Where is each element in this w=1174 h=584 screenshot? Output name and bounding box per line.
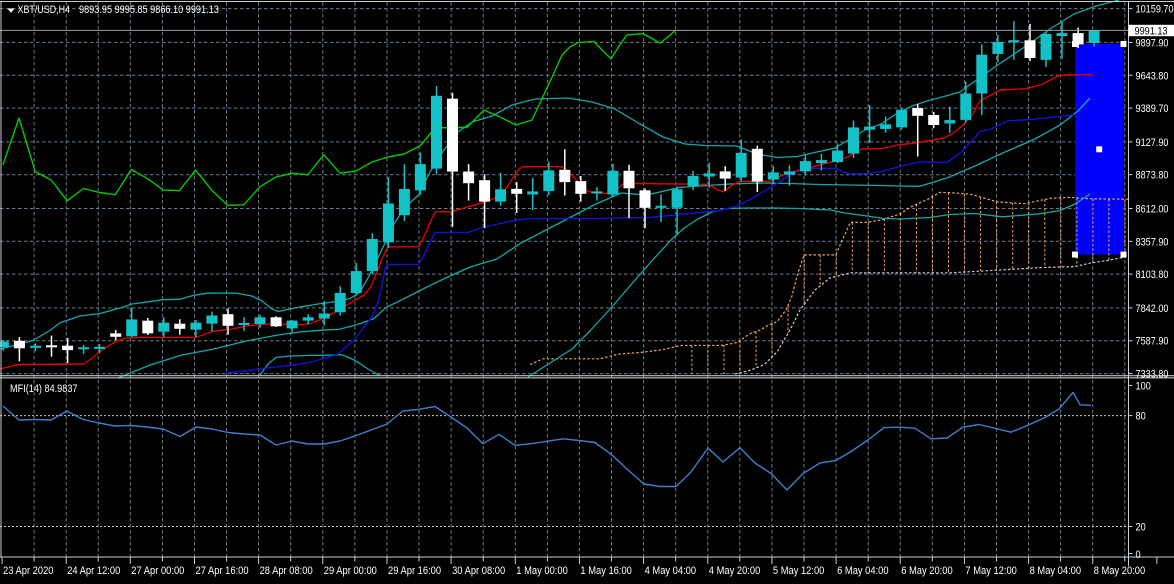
svg-text:5 May 12:00: 5 May 12:00 [773, 565, 825, 577]
svg-text:6 May 04:00: 6 May 04:00 [837, 565, 889, 577]
svg-text:9643.80: 9643.80 [1136, 70, 1169, 82]
svg-text:8103.80: 8103.80 [1136, 269, 1169, 281]
svg-text:30 Apr 08:00: 30 Apr 08:00 [452, 565, 505, 577]
svg-text:7333.80: 7333.80 [1136, 369, 1169, 381]
svg-text:0: 0 [1136, 549, 1141, 561]
svg-text:20: 20 [1136, 521, 1146, 533]
svg-text:8873.80: 8873.80 [1136, 170, 1169, 182]
svg-text:29 Apr 00:00: 29 Apr 00:00 [324, 565, 377, 577]
svg-text:29 Apr 16:00: 29 Apr 16:00 [388, 565, 441, 577]
svg-text:100: 100 [1136, 380, 1151, 392]
svg-text:80: 80 [1136, 411, 1146, 423]
svg-text:27 Apr 00:00: 27 Apr 00:00 [131, 565, 184, 577]
svg-text:XBT/USD,H4: XBT/USD,H4 [18, 4, 71, 16]
svg-text:1 May 16:00: 1 May 16:00 [580, 565, 632, 577]
svg-text:6 May 20:00: 6 May 20:00 [901, 565, 953, 577]
svg-text:4 May 04:00: 4 May 04:00 [645, 565, 697, 577]
svg-text:7 May 12:00: 7 May 12:00 [965, 565, 1017, 577]
svg-text:8357.90: 8357.90 [1136, 236, 1169, 248]
svg-text:9991.13: 9991.13 [1135, 25, 1168, 37]
svg-text:10159.70: 10159.70 [1136, 4, 1174, 16]
svg-text:9897.90: 9897.90 [1136, 37, 1169, 49]
svg-text:9893.95 9995.85 9866.10 9991.1: 9893.95 9995.85 9866.10 9991.13 [79, 4, 219, 16]
svg-text:MFI(14) 84.9837: MFI(14) 84.9837 [10, 383, 78, 395]
svg-text:9389.70: 9389.70 [1136, 103, 1169, 115]
svg-text:9127.90: 9127.90 [1136, 137, 1169, 149]
svg-text:24 Apr 12:00: 24 Apr 12:00 [67, 565, 120, 577]
svg-text:8 May 04:00: 8 May 04:00 [1030, 565, 1082, 577]
svg-text:27 Apr 16:00: 27 Apr 16:00 [196, 565, 249, 577]
svg-text:7842.00: 7842.00 [1136, 303, 1169, 315]
svg-text:23 Apr 2020: 23 Apr 2020 [3, 565, 54, 577]
svg-text:8612.00: 8612.00 [1136, 204, 1169, 216]
svg-text:8 May 20:00: 8 May 20:00 [1094, 565, 1146, 577]
svg-text:4 May 20:00: 4 May 20:00 [709, 565, 761, 577]
svg-text:7587.90: 7587.90 [1136, 336, 1169, 348]
svg-text:28 Apr 08:00: 28 Apr 08:00 [260, 565, 313, 577]
svg-text:1 May 00:00: 1 May 00:00 [516, 565, 568, 577]
